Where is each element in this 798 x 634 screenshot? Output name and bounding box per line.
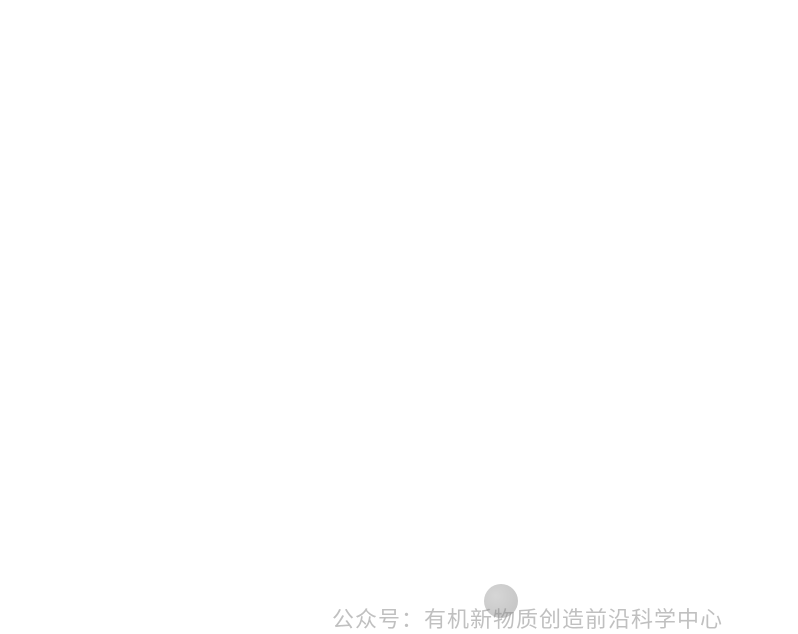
panel-i (2, 312, 198, 470)
panel-k-chart (398, 312, 598, 470)
panel-a (2, 2, 198, 154)
panel-c (420, 2, 602, 154)
panel-n-chart (198, 470, 384, 632)
panel-g (398, 154, 598, 312)
panel-a-chart (2, 2, 198, 154)
panel-o-chart (384, 470, 796, 632)
panel-j (198, 312, 398, 470)
panel-n (198, 470, 384, 632)
panel-l (598, 312, 796, 470)
panel-c-chart (420, 2, 602, 154)
panel-l-chart (598, 312, 796, 470)
panel-d-chart (602, 2, 796, 154)
panel-f (198, 154, 398, 312)
panel-h-chart (598, 154, 796, 312)
panel-d (602, 2, 796, 154)
panel-m-chart (2, 470, 198, 632)
panel-g-chart (398, 154, 598, 312)
panel-h (598, 154, 796, 312)
panel-m (2, 470, 198, 632)
panel-f-chart (198, 154, 398, 312)
panel-j-chart (198, 312, 398, 470)
panel-k (398, 312, 598, 470)
panel-o (384, 470, 796, 632)
panel-b (198, 2, 420, 154)
panel-e-chart (2, 154, 198, 312)
panel-i-chart (2, 312, 198, 470)
panel-e (2, 154, 198, 312)
panel-b-chart (198, 2, 420, 154)
